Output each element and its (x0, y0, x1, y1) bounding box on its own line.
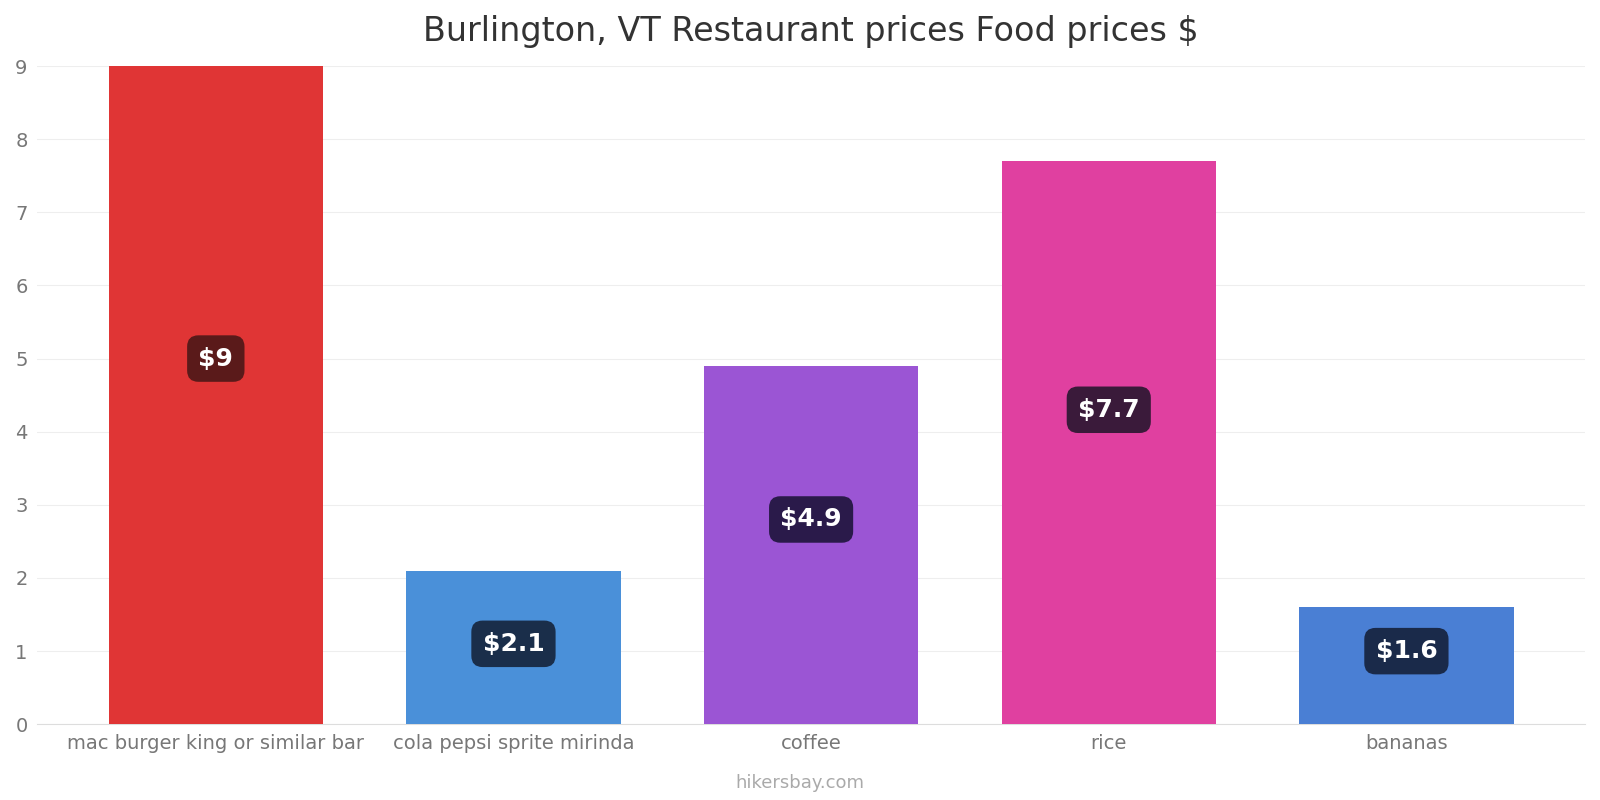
Bar (1299, 607, 1514, 724)
Text: $9: $9 (198, 346, 234, 370)
Text: $2.1: $2.1 (483, 632, 544, 656)
Text: $1.6: $1.6 (1376, 639, 1437, 663)
Title: Burlington, VT Restaurant prices Food prices $: Burlington, VT Restaurant prices Food pr… (424, 15, 1198, 48)
Text: $7.7: $7.7 (1078, 398, 1139, 422)
Bar (704, 366, 918, 724)
Bar (109, 66, 323, 724)
Text: hikersbay.com: hikersbay.com (736, 774, 864, 792)
Bar (406, 570, 621, 724)
Text: $4.9: $4.9 (781, 507, 842, 531)
Bar (1002, 161, 1216, 724)
